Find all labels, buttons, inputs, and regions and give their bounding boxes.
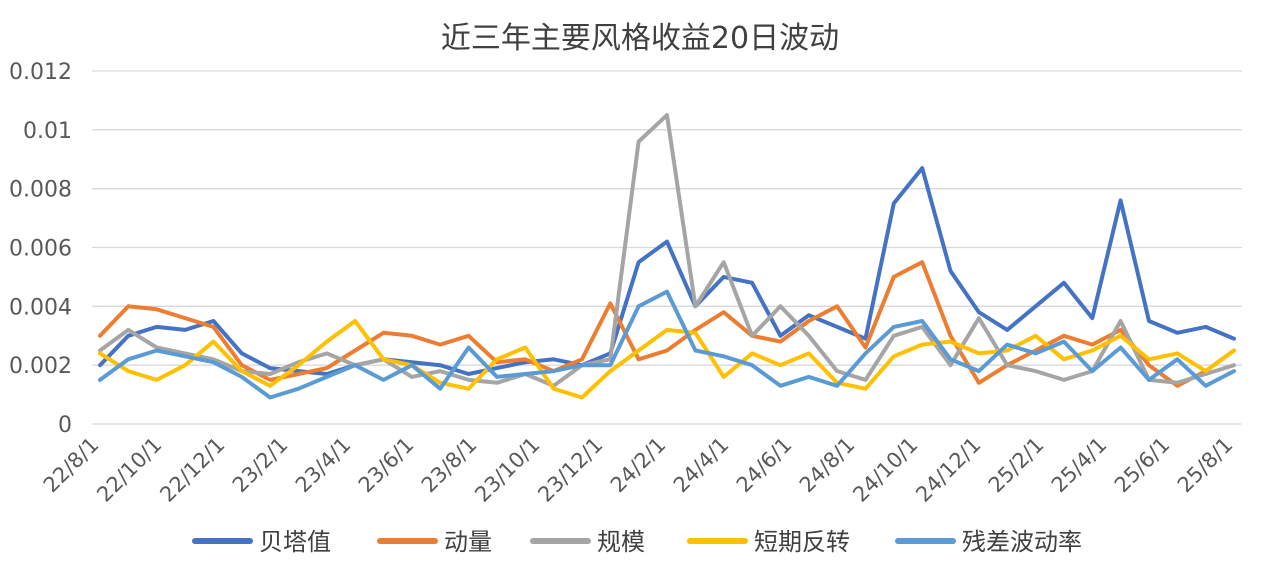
x-axis-ticks: 22/8/122/10/122/12/123/2/123/4/123/6/123… [39,433,1238,507]
legend-label: 短期反转 [754,528,850,556]
y-tick-label: 0.01 [23,119,72,144]
y-axis-ticks: 0 0.002 0.004 0.006 0.008 0.01 0.012 [9,60,72,438]
y-tick-label: 0.006 [9,237,72,262]
x-tick-label: 24/10/1 [848,433,922,507]
legend: 贝塔值 动量 规模 短期反转 残差波动率 [192,528,1082,556]
y-tick-label: 0 [58,413,72,438]
y-tick-label: 0.012 [9,60,72,85]
series-line [98,289,1236,400]
x-tick-label: 23/4/1 [291,433,356,498]
y-tick-label: 0.008 [9,178,72,203]
legend-label: 规模 [597,528,645,556]
x-tick-label: 23/10/1 [470,433,544,507]
legend-label: 动量 [444,528,492,556]
legend-label: 残差波动率 [962,528,1082,556]
x-tick-label: 25/6/1 [1110,433,1175,498]
grid-lines [92,70,1242,425]
legend-label: 贝塔值 [259,528,331,556]
x-tick-label: 25/4/1 [1047,433,1112,498]
series-lines [98,113,1236,400]
x-tick-label: 24/6/1 [732,433,797,498]
x-tick-label: 25/8/1 [1173,433,1238,498]
x-tick-label: 23/12/1 [533,433,607,507]
series-line [98,113,1236,388]
x-tick-label: 23/6/1 [354,433,419,498]
x-tick-label: 25/2/1 [984,433,1049,498]
x-tick-label: 24/2/1 [606,433,671,498]
y-tick-label: 0.002 [9,354,72,379]
chart-title: 近三年主要风格收益20日波动 [441,21,839,56]
x-tick-label: 24/4/1 [669,433,734,498]
y-tick-label: 0.004 [9,295,72,320]
x-tick-label: 22/10/1 [92,433,166,507]
x-tick-label: 22/12/1 [155,433,229,507]
x-tick-label: 24/12/1 [911,433,985,507]
series-line [98,319,1236,400]
x-tick-label: 23/2/1 [228,433,293,498]
